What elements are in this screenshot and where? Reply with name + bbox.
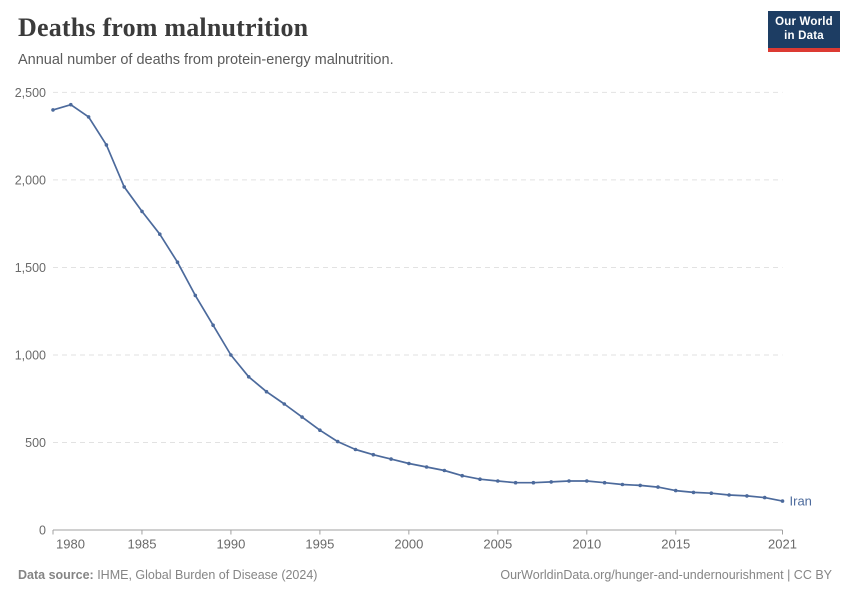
data-point[interactable] bbox=[656, 485, 660, 489]
data-point[interactable] bbox=[158, 232, 162, 236]
y-tick-label: 1,500 bbox=[15, 261, 46, 275]
data-point[interactable] bbox=[585, 479, 589, 483]
data-point[interactable] bbox=[389, 457, 393, 461]
data-point[interactable] bbox=[300, 415, 304, 419]
y-tick-label: 2,000 bbox=[15, 173, 46, 187]
data-point[interactable] bbox=[335, 439, 340, 444]
data-point[interactable] bbox=[140, 209, 144, 214]
page-title: Deaths from malnutrition bbox=[18, 13, 309, 42]
data-point[interactable] bbox=[51, 108, 55, 112]
y-tick-label: 500 bbox=[25, 436, 46, 450]
gridlines bbox=[53, 91, 783, 443]
data-point[interactable] bbox=[496, 479, 500, 483]
data-series-iran[interactable] bbox=[51, 102, 785, 503]
y-tick-label: 1,000 bbox=[15, 348, 46, 362]
data-point[interactable] bbox=[531, 480, 536, 485]
x-tick-label: 2005 bbox=[483, 537, 512, 552]
data-point[interactable] bbox=[424, 465, 429, 469]
data-point[interactable] bbox=[638, 483, 642, 488]
data-point[interactable] bbox=[567, 479, 571, 483]
x-tick-label: 1995 bbox=[305, 537, 334, 552]
data-point[interactable] bbox=[264, 389, 269, 394]
data-point[interactable] bbox=[691, 490, 696, 495]
data-point[interactable] bbox=[69, 102, 73, 107]
data-point[interactable] bbox=[780, 499, 785, 503]
data-point[interactable] bbox=[745, 494, 749, 498]
data-point[interactable] bbox=[211, 323, 215, 328]
data-point[interactable] bbox=[407, 461, 411, 466]
x-tick-label: 2000 bbox=[394, 537, 423, 552]
data-point[interactable] bbox=[727, 493, 731, 497]
owid-logo-line1: Our World bbox=[775, 16, 833, 28]
y-tick-label: 0 bbox=[39, 524, 46, 538]
data-point[interactable] bbox=[478, 477, 482, 482]
x-tick-label: 1985 bbox=[128, 537, 157, 552]
data-point[interactable] bbox=[193, 293, 198, 298]
x-tick-label: 2015 bbox=[661, 537, 690, 552]
data-point[interactable] bbox=[673, 488, 678, 493]
data-point[interactable] bbox=[442, 468, 447, 473]
data-source-value: IHME, Global Burden of Disease (2024) bbox=[93, 568, 318, 582]
chart-footer: Data source: IHME, Global Burden of Dise… bbox=[18, 568, 832, 582]
data-point[interactable] bbox=[282, 402, 287, 406]
data-source-label: Data source: bbox=[18, 568, 94, 582]
data-point[interactable] bbox=[620, 482, 625, 487]
data-point[interactable] bbox=[175, 260, 180, 265]
x-tick-label: 2021 bbox=[768, 537, 797, 552]
data-point[interactable] bbox=[709, 491, 714, 496]
data-point[interactable] bbox=[762, 495, 767, 500]
data-point[interactable] bbox=[549, 480, 553, 484]
owid-url-license[interactable]: OurWorldinData.org/hunger-and-undernouri… bbox=[500, 568, 832, 582]
y-tick-label: 2,500 bbox=[15, 86, 46, 100]
entity-label: Iran bbox=[790, 494, 812, 509]
data-point[interactable] bbox=[246, 375, 251, 379]
data-point[interactable] bbox=[318, 428, 322, 433]
axes: 0 500 1,000 1,500 2,000 2,500 1980 1985 1990 1995… bbox=[15, 86, 797, 552]
x-tick-label: 1990 bbox=[216, 537, 245, 552]
data-source-note: Data source: IHME, Global Burden of Dise… bbox=[18, 568, 317, 582]
data-point[interactable] bbox=[371, 452, 376, 457]
x-tick-label: 1980 bbox=[56, 537, 85, 552]
data-point[interactable] bbox=[353, 447, 358, 452]
owid-logo[interactable]: Our World in Data bbox=[768, 11, 840, 52]
data-point[interactable] bbox=[104, 143, 109, 147]
data-point[interactable] bbox=[602, 480, 607, 485]
chart-subtitle: Annual number of deaths from protein-ene… bbox=[18, 52, 394, 68]
series-end-label: Iran bbox=[790, 494, 812, 509]
trend-line[interactable] bbox=[52, 103, 784, 502]
data-point[interactable] bbox=[513, 480, 518, 485]
data-point[interactable] bbox=[86, 115, 91, 119]
x-tick-label: 2010 bbox=[572, 537, 601, 552]
data-point[interactable] bbox=[460, 473, 465, 478]
data-point[interactable] bbox=[122, 185, 126, 189]
data-point[interactable] bbox=[229, 353, 233, 357]
owid-logo-line2: in Data bbox=[784, 29, 824, 42]
